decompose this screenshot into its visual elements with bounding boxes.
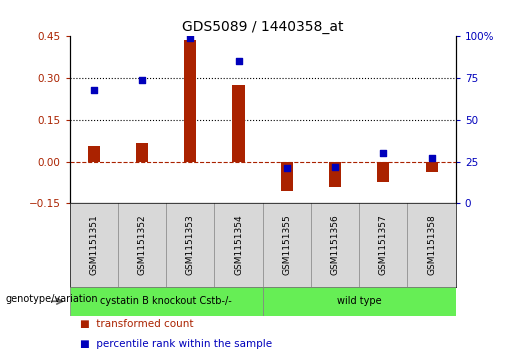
Point (90, 87, 98, 93)
Text: GSM1151357: GSM1151357 (379, 215, 388, 276)
Point (283, 165, 291, 171)
Bar (329, 162, 341, 187)
Text: GSM1151352: GSM1151352 (138, 215, 146, 276)
Title: GDS5089 / 1440358_at: GDS5089 / 1440358_at (182, 20, 344, 34)
Bar (281, 162, 293, 191)
Bar (263, 287, 456, 316)
Text: wild type: wild type (337, 296, 382, 306)
Bar (377, 162, 389, 182)
Text: genotype/variation: genotype/variation (5, 294, 98, 305)
Point (138, 77, 146, 83)
Point (427, 155, 436, 161)
Text: GSM1151358: GSM1151358 (427, 215, 436, 276)
Bar (184, 40, 196, 162)
Text: GSM1151356: GSM1151356 (331, 215, 339, 276)
Bar (88, 146, 100, 162)
Text: ■  percentile rank within the sample: ■ percentile rank within the sample (80, 339, 272, 350)
Point (234, 58, 243, 64)
Bar (232, 85, 245, 162)
Text: GSM1151354: GSM1151354 (234, 215, 243, 276)
Text: GSM1151355: GSM1151355 (282, 215, 291, 276)
Bar (425, 162, 438, 172)
Text: GSM1151351: GSM1151351 (89, 215, 98, 276)
Point (379, 150, 387, 156)
Bar (70, 287, 263, 316)
Text: GSM1151353: GSM1151353 (186, 215, 195, 276)
Bar (136, 143, 148, 162)
Point (186, 35, 194, 41)
Text: ■  transformed count: ■ transformed count (80, 319, 193, 330)
Point (331, 164, 339, 170)
Text: cystatin B knockout Cstb-/-: cystatin B knockout Cstb-/- (100, 296, 232, 306)
